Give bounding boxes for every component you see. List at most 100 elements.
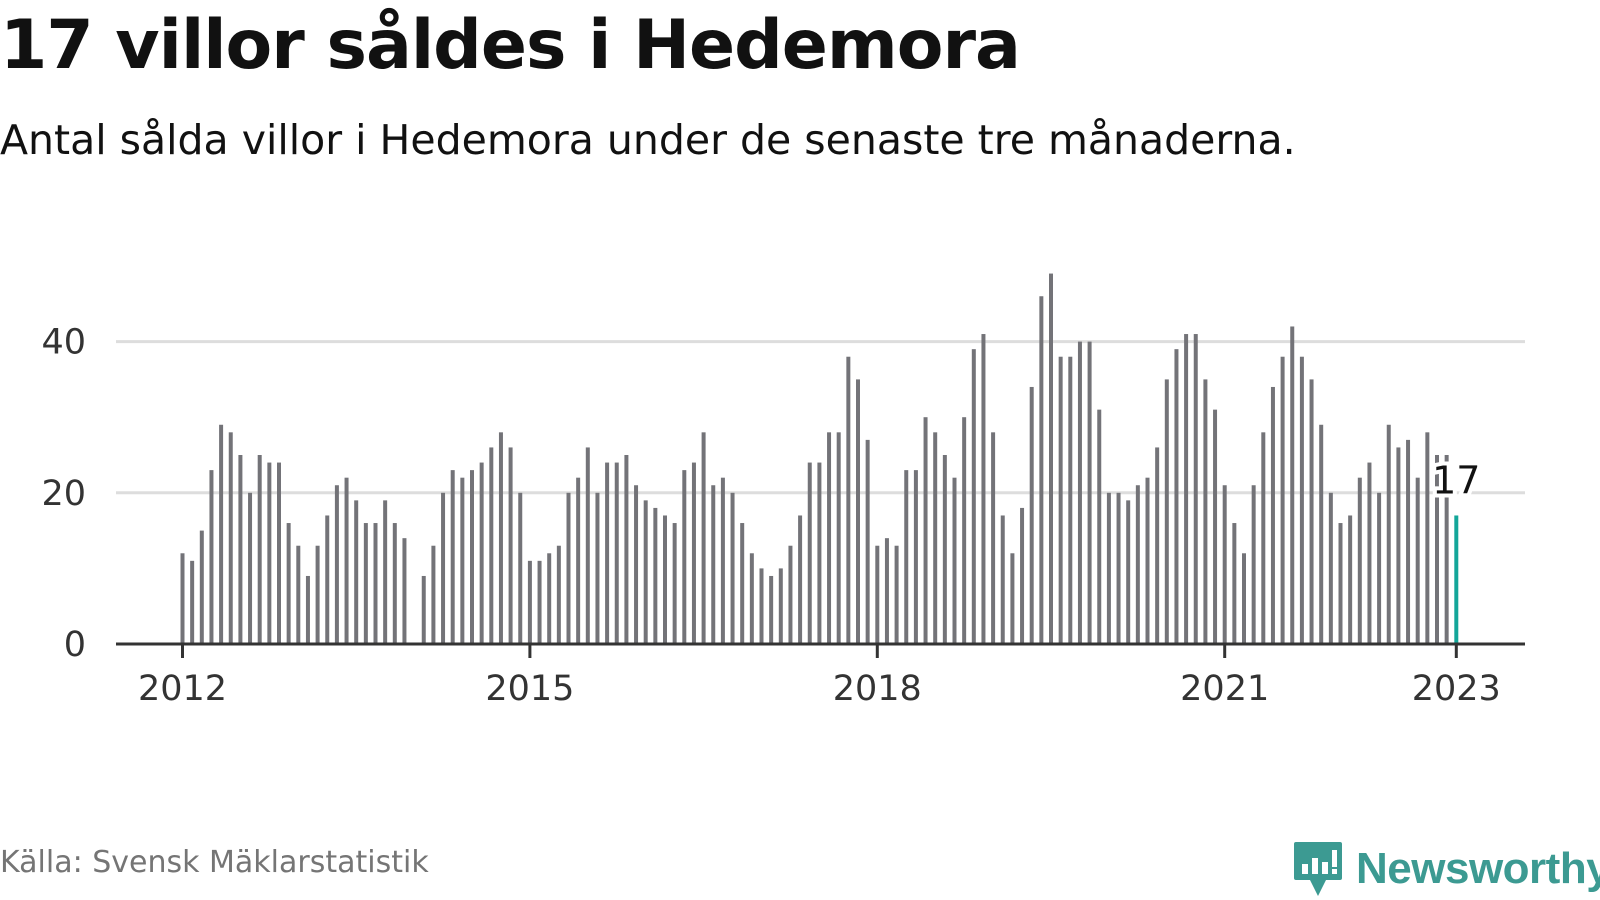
- bar: [383, 500, 388, 644]
- bar: [933, 432, 938, 644]
- bar: [1251, 485, 1256, 644]
- bar: [1049, 273, 1053, 644]
- x-tick-label: 2021: [1180, 669, 1269, 709]
- bar: [344, 477, 349, 644]
- bar: [1155, 447, 1160, 644]
- bar: [1415, 477, 1420, 644]
- bar: [219, 424, 224, 644]
- bar: [498, 432, 503, 644]
- axes: [116, 642, 1525, 658]
- newsworthy-logo[interactable]: Newsworthy: [1292, 840, 1600, 898]
- bar: [730, 492, 735, 644]
- bar: [740, 523, 745, 644]
- bar: [836, 432, 841, 644]
- bar: [199, 530, 204, 644]
- bar: [190, 560, 195, 644]
- bar: [556, 545, 561, 644]
- bar: [1029, 386, 1034, 644]
- bar: [373, 523, 378, 644]
- bar: [1068, 356, 1073, 644]
- bar: [634, 485, 639, 644]
- bar: [1299, 356, 1304, 644]
- x-tick-label: 2012: [138, 669, 227, 709]
- bar: [1039, 296, 1044, 644]
- bar: [479, 462, 484, 644]
- bar: [827, 432, 832, 644]
- bar: [402, 538, 407, 644]
- bar: [904, 470, 909, 644]
- latest-value-label: 17: [1432, 458, 1480, 502]
- bar: [1145, 477, 1150, 644]
- bar: [1077, 341, 1082, 644]
- bar: [277, 462, 281, 644]
- bar: [248, 492, 253, 644]
- bar: [1242, 553, 1246, 644]
- bar: [1116, 492, 1121, 644]
- bar: [1000, 515, 1005, 644]
- bar: [1232, 523, 1237, 644]
- bar: [952, 477, 957, 644]
- bar: [547, 553, 552, 644]
- bar: [441, 492, 446, 644]
- y-tick-label: 40: [41, 323, 86, 363]
- bar: [942, 455, 947, 644]
- bar: [778, 568, 783, 644]
- bar: [981, 334, 986, 644]
- bar: [817, 462, 822, 644]
- bar: [605, 462, 610, 644]
- bar: [720, 477, 725, 644]
- bar: [1406, 439, 1411, 644]
- bar: [1087, 341, 1092, 644]
- bar: [421, 575, 426, 644]
- y-tick-label: 0: [64, 625, 86, 665]
- bar: [334, 485, 339, 644]
- x-tick-label: 2018: [833, 669, 922, 709]
- y-tick-label: 20: [41, 474, 86, 514]
- bar: [1213, 409, 1218, 644]
- bar: [460, 477, 465, 644]
- bar: [856, 379, 860, 644]
- bar: [1174, 349, 1179, 644]
- bar: [1290, 326, 1295, 644]
- bar: [672, 523, 677, 644]
- bar: [653, 507, 658, 644]
- bar: [209, 470, 214, 644]
- bars: [180, 273, 1459, 644]
- bar: [354, 500, 359, 644]
- bar: [1203, 379, 1208, 644]
- bar: [470, 470, 474, 644]
- newsworthy-logo-icon: [1294, 842, 1342, 896]
- source-note: Källa: Svensk Mäklarstatistik: [0, 845, 429, 880]
- bar: [1020, 507, 1025, 644]
- bar: [1357, 477, 1362, 644]
- bar: [595, 492, 600, 644]
- bar: [624, 455, 629, 644]
- bar: [807, 462, 812, 644]
- bar: [585, 447, 590, 644]
- bar: [701, 432, 706, 644]
- bar: [759, 568, 764, 644]
- bar: [305, 575, 310, 644]
- bar: [1058, 356, 1063, 644]
- bar: [1010, 553, 1015, 644]
- bar: [614, 462, 619, 644]
- bar: [296, 545, 301, 644]
- bar: [1328, 492, 1333, 644]
- bar: [991, 432, 996, 644]
- bar: [875, 545, 880, 644]
- bar: [1367, 462, 1372, 644]
- bar: [846, 356, 851, 644]
- bar: [257, 455, 262, 644]
- bar: [962, 417, 967, 644]
- bar: [1444, 455, 1449, 644]
- bar: [1435, 455, 1439, 644]
- bar: [1261, 432, 1266, 644]
- bar: [1270, 386, 1275, 644]
- bar: [1184, 334, 1189, 644]
- bar: [228, 432, 233, 644]
- bar: [1106, 492, 1111, 644]
- bar: [1396, 447, 1401, 644]
- bar: [1309, 379, 1314, 644]
- bar: [798, 515, 803, 644]
- bar: [489, 447, 494, 644]
